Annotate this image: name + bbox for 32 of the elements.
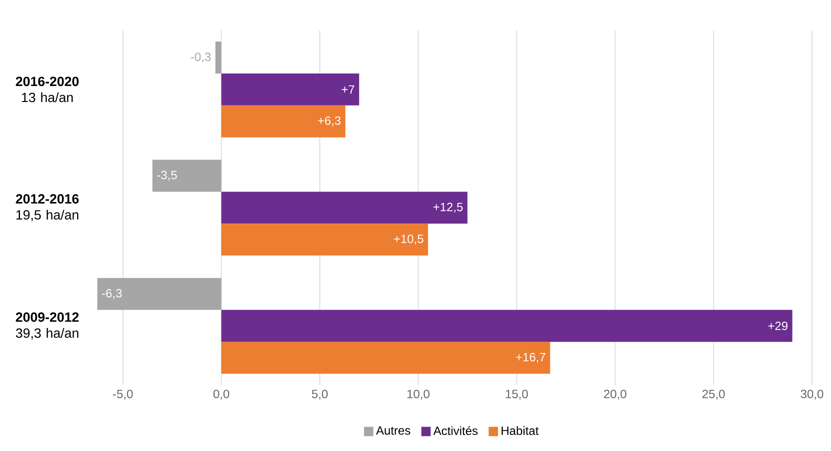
legend-label: Autres <box>376 426 410 435</box>
y-tick-label: 2016-2020 13 ha/an <box>16 76 79 102</box>
y-tick-label: 2012-2016 19,5 ha/an <box>16 194 79 222</box>
legend-label: Habitat <box>502 426 539 435</box>
data-label: -3,5 <box>157 170 177 181</box>
x-tick-label: 15,0 <box>506 390 528 400</box>
data-label: +29 <box>768 322 788 330</box>
data-label: +10,5 <box>394 234 424 245</box>
data-label: +6,3 <box>318 116 341 126</box>
x-tick-label: 10,0 <box>407 390 430 400</box>
bar <box>215 42 222 74</box>
y-tick-label: 2009-2012 39,3 ha/an <box>16 312 79 340</box>
bar <box>221 224 428 256</box>
x-tick-label: 20,0 <box>604 390 626 400</box>
x-tick-label: 0,0 <box>213 390 230 400</box>
x-tick-label: 5,0 <box>312 390 328 400</box>
bar <box>152 160 222 192</box>
bar <box>221 342 550 374</box>
x-tick-label: 30,0 <box>800 390 824 400</box>
data-label: -0,3 <box>191 52 211 62</box>
x-tick-label: -5,0 <box>113 390 133 400</box>
x-tick-label: 25,0 <box>702 390 725 400</box>
data-label: -6,3 <box>102 289 122 299</box>
bar <box>221 192 468 224</box>
data-label: +7 <box>342 85 354 94</box>
bar <box>221 73 360 106</box>
bar <box>221 105 346 138</box>
legend-label: Activités <box>433 426 478 436</box>
bar <box>221 310 792 342</box>
bar <box>97 278 222 310</box>
data-label: +16,7 <box>516 352 546 363</box>
data-label: +12,5 <box>433 202 463 213</box>
